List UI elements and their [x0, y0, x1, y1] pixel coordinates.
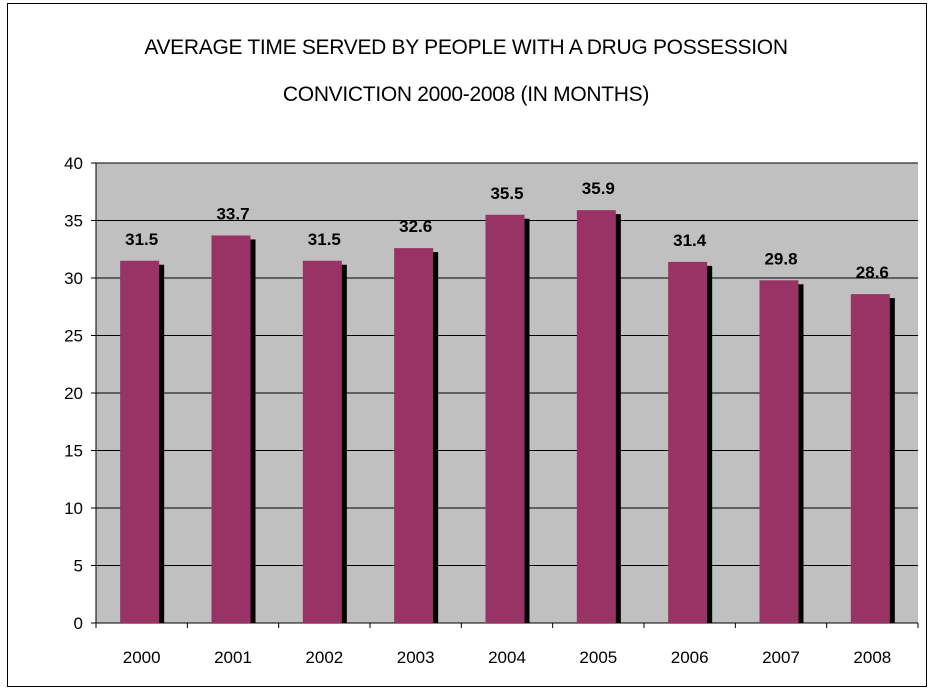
bar [120, 260, 160, 623]
bar [759, 280, 799, 623]
data-label: 33.7 [216, 204, 249, 223]
x-tick-label: 2001 [214, 648, 252, 667]
x-tick-label: 2002 [305, 648, 343, 667]
y-tick-label: 30 [64, 269, 83, 288]
x-tick-label: 2006 [671, 648, 709, 667]
y-tick-label: 15 [64, 442, 83, 461]
y-tick-label: 20 [64, 384, 83, 403]
bar [211, 235, 251, 623]
data-label: 31.4 [673, 231, 707, 250]
bar [394, 248, 434, 623]
bar [668, 261, 708, 623]
x-tick-label: 2003 [397, 648, 435, 667]
y-tick-label: 0 [74, 614, 83, 633]
y-tick-label: 10 [64, 499, 83, 518]
data-label: 35.9 [582, 179, 615, 198]
data-label: 31.5 [308, 230, 341, 249]
data-label: 28.6 [856, 263, 889, 282]
data-label: 29.8 [764, 249, 797, 268]
y-tick-label: 35 [64, 212, 83, 231]
bar [850, 294, 890, 623]
bar [485, 214, 525, 623]
x-tick-label: 2005 [579, 648, 617, 667]
x-tick-label: 2007 [762, 648, 800, 667]
bar [302, 260, 342, 623]
data-label: 31.5 [125, 230, 158, 249]
x-tick-label: 2004 [488, 648, 526, 667]
data-label: 32.6 [399, 217, 432, 236]
y-tick-label: 40 [64, 154, 83, 173]
x-tick-label: 2000 [123, 648, 161, 667]
bar [576, 210, 616, 623]
y-tick-label: 5 [74, 557, 83, 576]
y-tick-label: 25 [64, 327, 83, 346]
x-tick-label: 2008 [853, 648, 891, 667]
data-label: 35.5 [490, 184, 523, 203]
chart-title-line-2: CONVICTION 2000-2008 (IN MONTHS) [282, 83, 650, 106]
chart-title-line-1: AVERAGE TIME SERVED BY PEOPLE WITH A DRU… [144, 36, 788, 59]
